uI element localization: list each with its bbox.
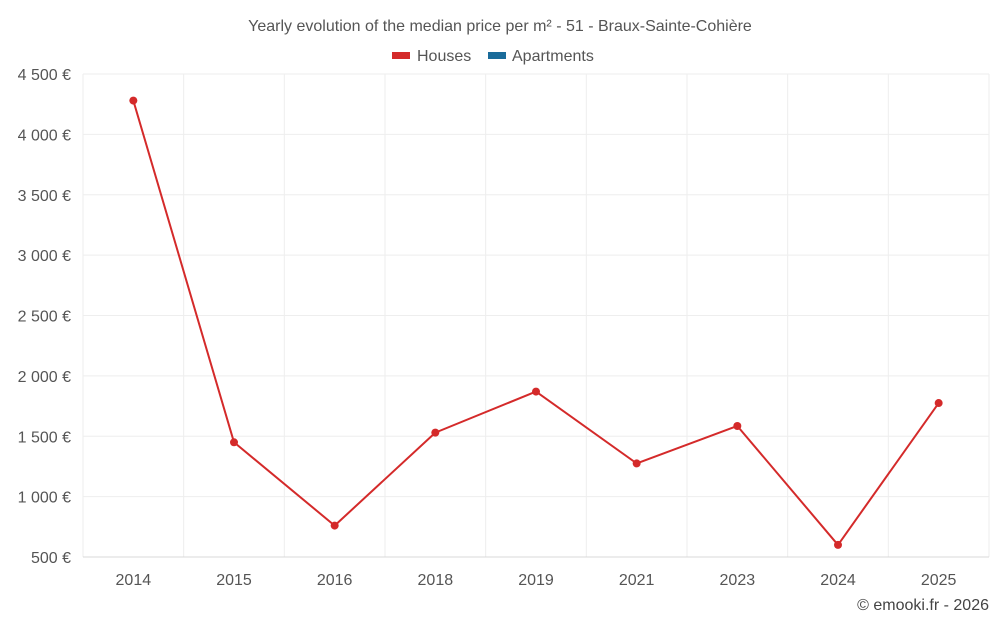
y-tick-label: 1 000 € [18,490,71,507]
legend-swatch [392,52,410,59]
x-axis-ticks: 2014 2015 2016 2018 2019 2021 2023 2024 2025 [116,572,957,589]
legend: Houses Apartments [392,48,594,65]
series-line [132,100,940,546]
credit-text: © emooki.fr - 2026 [857,597,989,614]
legend-item[interactable]: Houses [392,48,471,65]
legend-item[interactable]: Apartments [488,48,594,65]
x-tick-label: 2018 [418,572,454,589]
y-tick-label: 2 000 € [18,369,71,386]
data-point[interactable] [632,459,641,468]
legend-label: Houses [417,48,471,65]
legend-label: Apartments [512,48,594,65]
y-tick-label: 2 500 € [18,309,71,326]
x-gridlines [82,74,990,557]
data-point[interactable] [431,428,440,437]
x-tick-label: 2019 [518,572,554,589]
y-gridlines [83,73,989,558]
data-point[interactable] [733,421,742,430]
x-tick-label: 2021 [619,572,655,589]
series-houses [129,96,943,549]
chart-title: Yearly evolution of the median price per… [248,18,752,35]
data-point[interactable] [934,399,943,408]
data-point[interactable] [532,387,540,396]
x-tick-label: 2014 [116,572,152,589]
x-tick-label: 2025 [921,572,957,589]
data-point[interactable] [129,96,138,105]
legend-swatch [488,52,506,59]
y-axis-ticks: 500 € 1 000 € 1 500 € 2 000 € 2 500 € 3 000 €… [18,67,71,567]
x-tick-label: 2024 [820,572,856,589]
y-tick-label: 1 500 € [18,429,71,446]
data-point[interactable] [330,521,339,530]
y-tick-label: 4 500 € [18,67,71,84]
y-tick-label: 4 000 € [18,127,71,144]
data-point[interactable] [230,438,238,447]
x-tick-label: 2015 [216,572,252,589]
y-tick-label: 500 € [31,550,71,567]
data-point[interactable] [834,540,842,549]
x-tick-label: 2023 [720,572,756,589]
y-tick-label: 3 500 € [18,188,71,205]
x-tick-label: 2016 [317,572,353,589]
series-layer [129,96,943,549]
y-tick-label: 3 000 € [18,248,71,265]
